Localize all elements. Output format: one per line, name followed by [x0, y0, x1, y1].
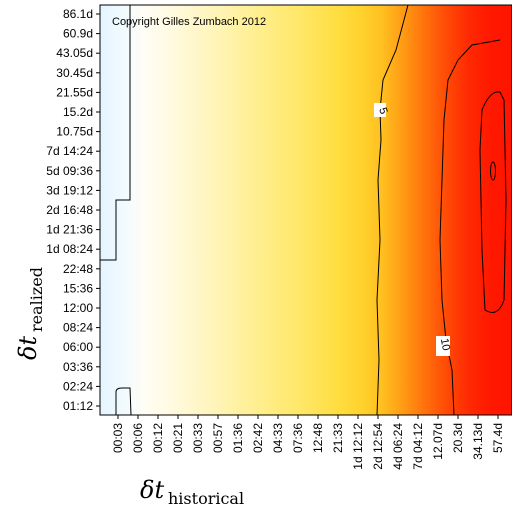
x-tick-label: 07:36 [291, 423, 305, 453]
x-tick-label: 00:57 [211, 423, 225, 453]
y-tick-label: 86.1d [63, 7, 93, 21]
y-tick-label: 2d 16:48 [46, 203, 93, 217]
x-axis-title-sub: historical [168, 489, 244, 508]
axis-ticks: 86.1d 60.9d 43.05d 30.45d 21.55d 15.2d 10.75d 7… [46, 7, 505, 470]
y-tick-label: 12:00 [63, 301, 93, 315]
contour-label-bg [374, 103, 386, 117]
y-tick-label: 06:00 [63, 340, 93, 354]
y-tick-label: 43.05d [56, 46, 93, 60]
y-tick-label: 22:48 [63, 262, 93, 276]
y-axis-title: δt realized [14, 267, 46, 360]
contour-lines: 5 10 [100, 4, 507, 416]
y-axis-title-sub: realized [27, 267, 46, 332]
x-tick-label: 20.3d [451, 423, 465, 453]
y-tick-label: 1d 21:36 [46, 223, 93, 237]
x-tick-label: 12.07d [431, 423, 445, 460]
x-tick-label: 01:36 [231, 423, 245, 453]
x-tick-label: 00:03 [111, 423, 125, 453]
y-tick-label: 21.55d [56, 85, 93, 99]
x-tick-label: 21:33 [331, 423, 345, 453]
y-tick-label: 08:24 [63, 321, 93, 335]
contour-left-region [100, 5, 131, 261]
contour-inner-loop [479, 91, 507, 313]
x-tick-label: 1d 12:12 [351, 423, 365, 470]
x-tick-label: 00:12 [151, 423, 165, 453]
copyright-text: Copyright Gilles Zumbach 2012 [112, 16, 266, 28]
contour-label-bg [436, 336, 450, 356]
y-tick-label: 3d 19:12 [46, 183, 93, 197]
contour-label: 10 [438, 337, 452, 351]
y-tick-label: 15:36 [63, 281, 93, 295]
contour-line-5 [376, 4, 409, 416]
x-axis-title-main: δt [140, 476, 164, 504]
y-tick-label: 7d 14:24 [46, 144, 93, 158]
y-tick-label: 5d 09:36 [46, 164, 93, 178]
x-tick-label: 02:42 [251, 423, 265, 453]
y-tick-label: 03:36 [63, 360, 93, 374]
contour-label: 5 [376, 106, 389, 116]
y-tick-label: 02:24 [63, 379, 93, 393]
y-tick-label: 10.75d [56, 125, 93, 139]
y-tick-label: 15.2d [63, 105, 93, 119]
y-tick-label: 1d 08:24 [46, 242, 93, 256]
contour-inner-peak [490, 161, 496, 181]
x-tick-label: 4d 06:24 [391, 423, 405, 470]
x-tick-label: 00:33 [191, 423, 205, 453]
x-tick-label: 00:21 [171, 423, 185, 453]
x-tick-label: 04:33 [271, 423, 285, 453]
y-tick-label: 60.9d [63, 27, 93, 41]
x-tick-label: 12:48 [311, 423, 325, 453]
x-tick-label: 00:06 [131, 423, 145, 453]
x-axis-title: δt historical [140, 476, 244, 508]
contour-left-bottom [115, 387, 132, 416]
x-tick-label: 2d 12:54 [371, 423, 385, 470]
x-tick-label: 34.13d [471, 423, 485, 460]
x-tick-label: 57.4d [491, 423, 505, 453]
x-tick-label: 7d 04:12 [411, 423, 425, 470]
y-tick-label: 01:12 [63, 399, 93, 413]
y-axis-title-main: δt [14, 336, 42, 360]
heatmap-surface [100, 5, 512, 415]
y-tick-label: 30.45d [56, 66, 93, 80]
